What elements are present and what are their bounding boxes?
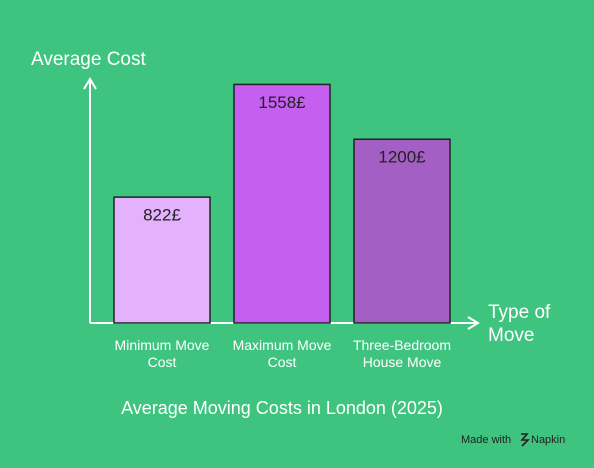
x-tick-label: Minimum Move Cost xyxy=(114,337,210,370)
x-axis-arrow xyxy=(467,316,480,330)
bar xyxy=(353,138,451,324)
value-label: 1200£ xyxy=(378,148,426,167)
footer-text: Made with xyxy=(461,434,511,446)
bar xyxy=(113,196,211,324)
value-label: 822£ xyxy=(143,206,181,225)
footer-brand: Napkin xyxy=(531,434,565,446)
value-label: 1558£ xyxy=(258,93,306,112)
x-tick-label: Three-Bedroom House Move xyxy=(352,337,452,370)
x-tick-label: Maximum Move Cost xyxy=(232,337,332,370)
y-axis-arrow xyxy=(83,77,97,90)
y-axis-label: Average Cost xyxy=(31,49,146,70)
chart-title: Average Moving Costs in London (2025) xyxy=(121,398,443,418)
napkin-icon xyxy=(520,433,530,447)
bar xyxy=(233,83,331,324)
x-axis-label: Type of Move xyxy=(488,302,551,346)
